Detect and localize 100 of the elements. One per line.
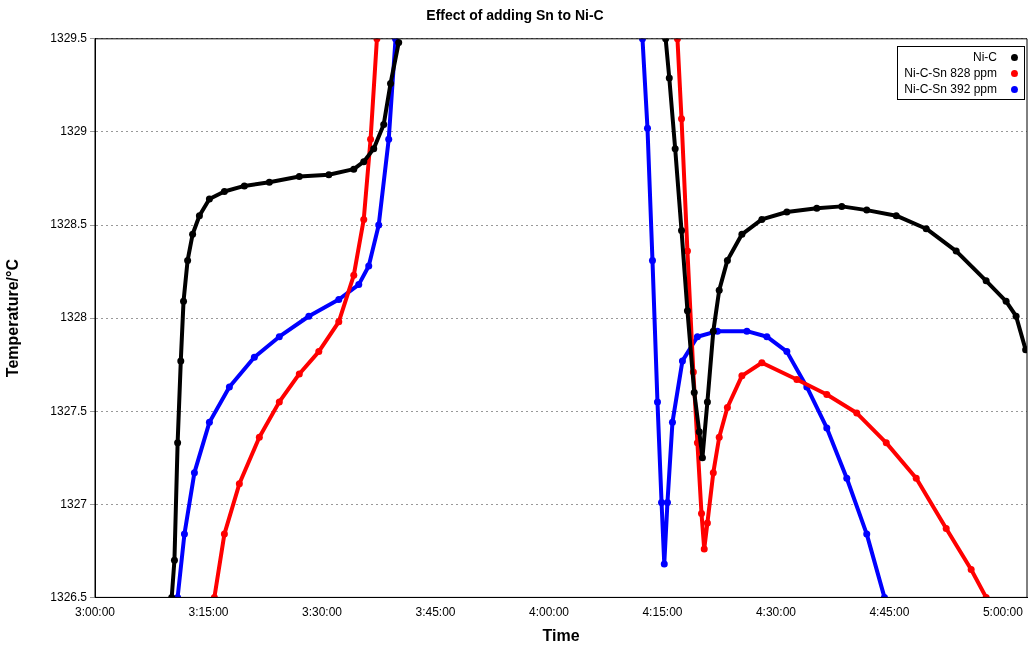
point — [663, 498, 671, 506]
point — [715, 433, 723, 441]
point — [715, 286, 723, 294]
y-axis-title: Temperature/°C — [4, 258, 22, 378]
point — [967, 565, 975, 573]
point — [843, 474, 851, 482]
point — [220, 530, 228, 538]
point — [738, 372, 746, 380]
point — [235, 480, 243, 488]
y-tick-label: 1329.5 — [50, 31, 88, 46]
point — [387, 79, 395, 87]
point — [823, 424, 831, 432]
point — [738, 230, 746, 238]
point — [678, 115, 686, 123]
point — [982, 277, 990, 285]
point — [250, 353, 258, 361]
point — [189, 230, 197, 238]
point — [275, 333, 283, 341]
point — [295, 173, 303, 181]
point — [723, 256, 731, 264]
point — [793, 376, 801, 384]
point — [698, 454, 706, 462]
point — [180, 297, 188, 305]
x-tick-label: 3:15:00 — [188, 604, 229, 619]
point — [360, 158, 368, 166]
point — [665, 74, 673, 82]
point — [709, 469, 717, 477]
point — [942, 525, 950, 533]
point — [813, 204, 821, 212]
point — [693, 333, 701, 341]
point — [882, 439, 890, 447]
x-axis-title: Time — [542, 626, 580, 644]
point — [758, 359, 766, 367]
point — [395, 39, 403, 47]
point — [170, 556, 178, 564]
point — [863, 530, 871, 538]
point — [683, 307, 691, 315]
point — [177, 357, 185, 365]
point — [783, 348, 791, 356]
point — [375, 221, 383, 229]
x-tick-label: 3:30:00 — [301, 604, 343, 619]
point — [184, 256, 192, 264]
point — [325, 171, 333, 179]
point — [695, 428, 703, 436]
y-tick-label: 1328.5 — [50, 217, 88, 232]
chart-title: Effect of adding Sn to Ni-C — [426, 7, 604, 24]
x-tick-label: 4:15:00 — [642, 604, 683, 619]
point — [698, 510, 705, 518]
point — [174, 439, 182, 447]
point — [1012, 312, 1020, 320]
point — [360, 215, 368, 223]
point — [305, 312, 313, 320]
point — [380, 120, 388, 128]
point — [660, 560, 668, 568]
point — [205, 195, 213, 203]
point — [700, 545, 708, 553]
point — [823, 390, 831, 398]
point — [295, 370, 303, 378]
point — [678, 357, 686, 365]
point — [265, 178, 273, 186]
point — [709, 327, 717, 335]
point — [763, 333, 771, 341]
point — [255, 433, 263, 441]
point — [190, 469, 198, 477]
point — [758, 215, 766, 223]
y-tick-label: 1326.5 — [50, 589, 88, 604]
point — [370, 145, 378, 153]
point — [743, 327, 751, 335]
x-tick-label: 4:30:00 — [755, 604, 797, 619]
point — [335, 295, 343, 303]
point — [643, 124, 651, 132]
point — [225, 383, 233, 391]
point — [648, 256, 656, 264]
point — [385, 135, 393, 143]
point — [690, 389, 698, 397]
point — [315, 348, 323, 356]
x-tick-label: 3:45:00 — [415, 604, 456, 619]
point — [653, 398, 661, 406]
point — [350, 271, 358, 279]
point — [912, 474, 920, 482]
point — [838, 202, 846, 210]
point — [683, 247, 691, 255]
y-tick-label: 1327 — [60, 496, 88, 511]
point — [195, 212, 203, 220]
point — [671, 145, 679, 153]
point — [658, 498, 666, 506]
x-tick-label: 5:00:00 — [982, 604, 1024, 619]
point — [180, 530, 188, 538]
point — [668, 418, 676, 426]
x-tick-label: 4:00:00 — [528, 604, 570, 619]
point — [1002, 297, 1010, 305]
x-tick-label: 4:45:00 — [869, 604, 910, 619]
point — [703, 519, 711, 527]
legend-label: Ni-C-Sn 828 ppm — [904, 65, 997, 81]
point — [367, 135, 375, 143]
point — [922, 225, 930, 233]
point — [350, 165, 358, 173]
point — [335, 318, 343, 326]
y-tick-label: 1328 — [60, 310, 88, 325]
legend-label: Ni-C — [973, 49, 997, 65]
